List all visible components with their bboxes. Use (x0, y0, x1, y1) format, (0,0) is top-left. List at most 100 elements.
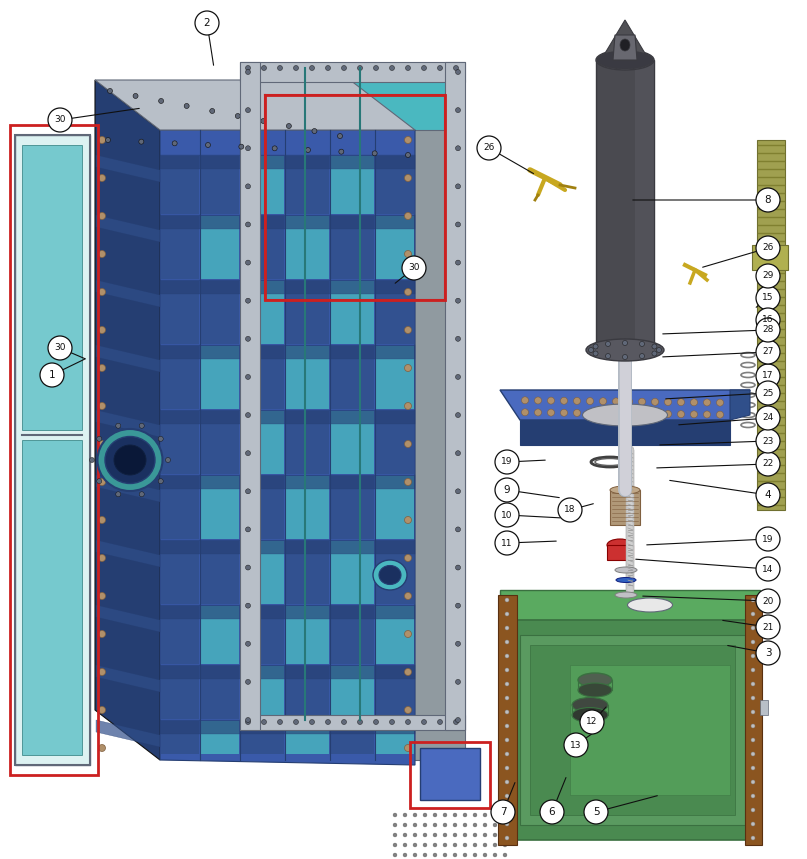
Circle shape (756, 452, 780, 476)
Polygon shape (420, 748, 480, 800)
Circle shape (101, 707, 105, 711)
Polygon shape (160, 215, 415, 229)
Circle shape (503, 813, 507, 817)
Circle shape (245, 603, 250, 608)
Circle shape (404, 289, 412, 295)
Polygon shape (760, 700, 768, 715)
Text: 5: 5 (592, 807, 600, 817)
Circle shape (756, 308, 780, 332)
Circle shape (651, 411, 659, 417)
Circle shape (593, 344, 598, 349)
Text: 20: 20 (763, 596, 774, 606)
Polygon shape (635, 60, 654, 350)
Circle shape (605, 341, 611, 346)
Circle shape (184, 103, 189, 108)
Circle shape (756, 429, 780, 453)
FancyBboxPatch shape (331, 216, 374, 279)
Ellipse shape (607, 539, 633, 551)
Circle shape (652, 351, 657, 356)
Polygon shape (613, 35, 637, 60)
Circle shape (495, 450, 519, 474)
Circle shape (294, 65, 299, 70)
Circle shape (404, 555, 412, 562)
Text: 23: 23 (763, 436, 774, 446)
Circle shape (245, 375, 250, 380)
FancyBboxPatch shape (161, 411, 199, 474)
Ellipse shape (616, 577, 636, 582)
Circle shape (483, 823, 487, 827)
Circle shape (437, 720, 442, 724)
Circle shape (261, 720, 266, 724)
Text: 27: 27 (763, 348, 774, 356)
FancyBboxPatch shape (241, 156, 284, 214)
Circle shape (325, 65, 331, 70)
Circle shape (404, 212, 412, 220)
Circle shape (98, 174, 106, 181)
Circle shape (756, 483, 780, 507)
Text: 28: 28 (763, 326, 774, 334)
Circle shape (165, 458, 170, 462)
FancyBboxPatch shape (201, 476, 239, 539)
Circle shape (483, 843, 487, 847)
Circle shape (245, 412, 250, 417)
Circle shape (245, 222, 250, 227)
Text: 4: 4 (765, 490, 771, 500)
Circle shape (195, 11, 219, 35)
Circle shape (455, 107, 461, 113)
Circle shape (463, 853, 467, 857)
Circle shape (505, 738, 509, 742)
Circle shape (139, 139, 144, 144)
Circle shape (751, 640, 755, 644)
Circle shape (402, 256, 426, 280)
Circle shape (455, 565, 461, 570)
FancyBboxPatch shape (241, 216, 284, 279)
Circle shape (206, 143, 211, 148)
Text: 14: 14 (763, 564, 774, 574)
Circle shape (90, 458, 94, 462)
Circle shape (455, 146, 461, 150)
FancyBboxPatch shape (161, 476, 199, 539)
Circle shape (751, 794, 755, 798)
Circle shape (756, 286, 780, 310)
Text: 1: 1 (48, 370, 56, 380)
FancyBboxPatch shape (201, 411, 239, 474)
Circle shape (443, 853, 447, 857)
Circle shape (473, 813, 477, 817)
Polygon shape (96, 720, 160, 747)
FancyBboxPatch shape (286, 606, 329, 664)
Circle shape (98, 745, 106, 752)
FancyBboxPatch shape (201, 721, 239, 754)
Polygon shape (96, 215, 160, 242)
Polygon shape (500, 590, 760, 620)
Circle shape (455, 222, 461, 227)
Circle shape (40, 363, 64, 387)
Circle shape (98, 593, 106, 600)
Polygon shape (160, 280, 415, 294)
Circle shape (625, 398, 633, 405)
Circle shape (540, 800, 564, 824)
Circle shape (455, 603, 461, 608)
Circle shape (503, 833, 507, 837)
Circle shape (101, 289, 105, 293)
Circle shape (455, 527, 461, 532)
Ellipse shape (586, 339, 664, 361)
Circle shape (101, 403, 105, 407)
FancyBboxPatch shape (376, 346, 414, 409)
Circle shape (505, 612, 509, 616)
Circle shape (455, 298, 461, 303)
Circle shape (756, 406, 780, 430)
Circle shape (210, 108, 215, 113)
Polygon shape (96, 155, 160, 182)
Circle shape (717, 399, 724, 406)
Circle shape (483, 833, 487, 837)
FancyBboxPatch shape (376, 606, 414, 664)
Circle shape (245, 70, 250, 75)
Polygon shape (22, 440, 82, 755)
Polygon shape (96, 410, 160, 437)
FancyBboxPatch shape (201, 156, 239, 214)
Polygon shape (160, 155, 415, 169)
Text: 25: 25 (763, 388, 774, 398)
FancyBboxPatch shape (376, 411, 414, 474)
Circle shape (403, 823, 407, 827)
FancyBboxPatch shape (241, 346, 284, 409)
